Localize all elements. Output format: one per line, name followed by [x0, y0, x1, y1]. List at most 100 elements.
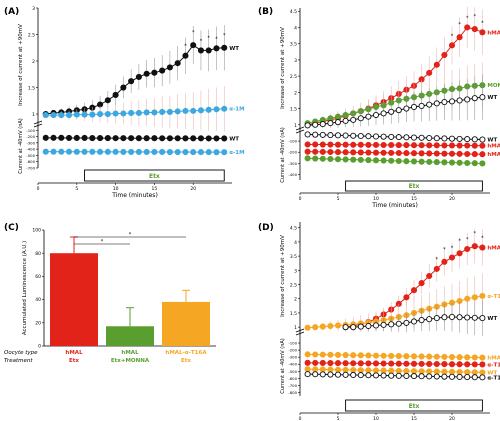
data-point — [403, 105, 410, 112]
data-point — [464, 24, 471, 31]
significance-mark: * — [443, 247, 446, 253]
data-point — [81, 111, 88, 118]
data-point — [471, 369, 478, 376]
data-point — [479, 374, 486, 381]
data-point — [464, 142, 471, 149]
data-point — [448, 353, 456, 361]
series-line — [45, 151, 225, 153]
data-point — [312, 121, 319, 128]
data-point — [128, 109, 135, 117]
data-point — [81, 134, 88, 142]
data-point — [479, 292, 486, 299]
series-line — [45, 108, 225, 116]
data-point — [174, 60, 181, 67]
data-point — [213, 45, 220, 52]
data-point — [448, 159, 456, 166]
data-point — [221, 135, 228, 142]
data-point — [112, 110, 119, 117]
data-point — [327, 120, 334, 127]
data-point — [334, 360, 342, 367]
significance-mark: * — [474, 231, 477, 237]
data-point — [304, 371, 311, 378]
data-point — [350, 149, 357, 156]
data-point — [456, 135, 463, 142]
data-point — [58, 134, 65, 141]
data-point — [380, 141, 387, 149]
data-point — [380, 157, 387, 164]
data-point — [50, 148, 57, 155]
row-label: Treatment — [4, 358, 33, 364]
data-point — [448, 150, 456, 157]
data-point — [395, 107, 402, 114]
data-point — [104, 110, 111, 118]
data-point — [410, 318, 418, 325]
data-point — [471, 354, 478, 361]
data-point — [50, 134, 57, 141]
series-label: WT — [229, 46, 239, 52]
data-point — [135, 73, 142, 80]
data-point — [372, 133, 380, 140]
data-point — [448, 313, 456, 320]
data-point — [479, 142, 486, 149]
data-point — [342, 360, 349, 367]
data-point — [433, 150, 440, 157]
data-point — [327, 141, 334, 148]
y-tick-label: 2.5 — [290, 283, 297, 289]
data-point — [410, 360, 418, 367]
data-point — [151, 148, 158, 156]
y-axis-label: Accumulated Luminescence (A.U.) — [22, 241, 28, 335]
x-tick-label: 20 — [449, 416, 455, 421]
y-tick-label: 4 — [294, 240, 297, 246]
treatment-bar — [345, 399, 483, 412]
data-point — [104, 148, 111, 155]
data-point — [410, 353, 418, 360]
data-point — [433, 142, 440, 149]
data-point — [350, 156, 357, 163]
data-point — [174, 135, 181, 142]
data-point — [312, 371, 319, 378]
data-point — [312, 155, 319, 162]
x-tick-label: 0 — [37, 186, 40, 192]
data-point — [388, 372, 395, 379]
series-label: α-1M — [229, 150, 244, 156]
x-tick-label: 10 — [113, 186, 119, 192]
data-point — [327, 371, 334, 378]
series-line — [307, 84, 483, 124]
data-point — [456, 361, 463, 368]
data-point — [350, 371, 357, 379]
data-point — [143, 109, 150, 116]
row-label: Oocyte type — [4, 350, 38, 356]
y-tick-label: 1 — [32, 112, 35, 118]
series-label: WT — [229, 136, 239, 142]
data-point — [456, 34, 463, 41]
y-tick-label: -200 — [288, 348, 297, 353]
data-point — [350, 324, 357, 331]
data-point — [410, 373, 418, 380]
series-label: α-T16A — [487, 294, 500, 300]
data-point — [464, 136, 471, 143]
data-point — [471, 136, 478, 143]
data-point — [120, 135, 127, 142]
data-point — [456, 354, 463, 361]
data-point — [350, 352, 357, 359]
significance-mark: * — [466, 15, 469, 21]
data-point — [190, 135, 197, 142]
data-point — [365, 113, 372, 120]
data-point — [50, 112, 57, 119]
treatment-bar-label: Etx — [409, 403, 420, 410]
significance-mark: * — [481, 236, 484, 242]
data-point — [327, 148, 334, 156]
data-point — [380, 360, 387, 367]
data-point — [319, 155, 326, 162]
data-point — [410, 150, 418, 157]
data-point — [357, 367, 364, 374]
y-tick-label: 3.5 — [290, 254, 297, 260]
data-point — [464, 150, 471, 158]
data-point — [426, 360, 433, 368]
data-point — [73, 111, 80, 118]
data-point — [182, 107, 189, 114]
data-point — [135, 148, 142, 155]
data-point — [426, 272, 433, 280]
data-point — [319, 131, 326, 138]
data-point — [433, 135, 440, 142]
